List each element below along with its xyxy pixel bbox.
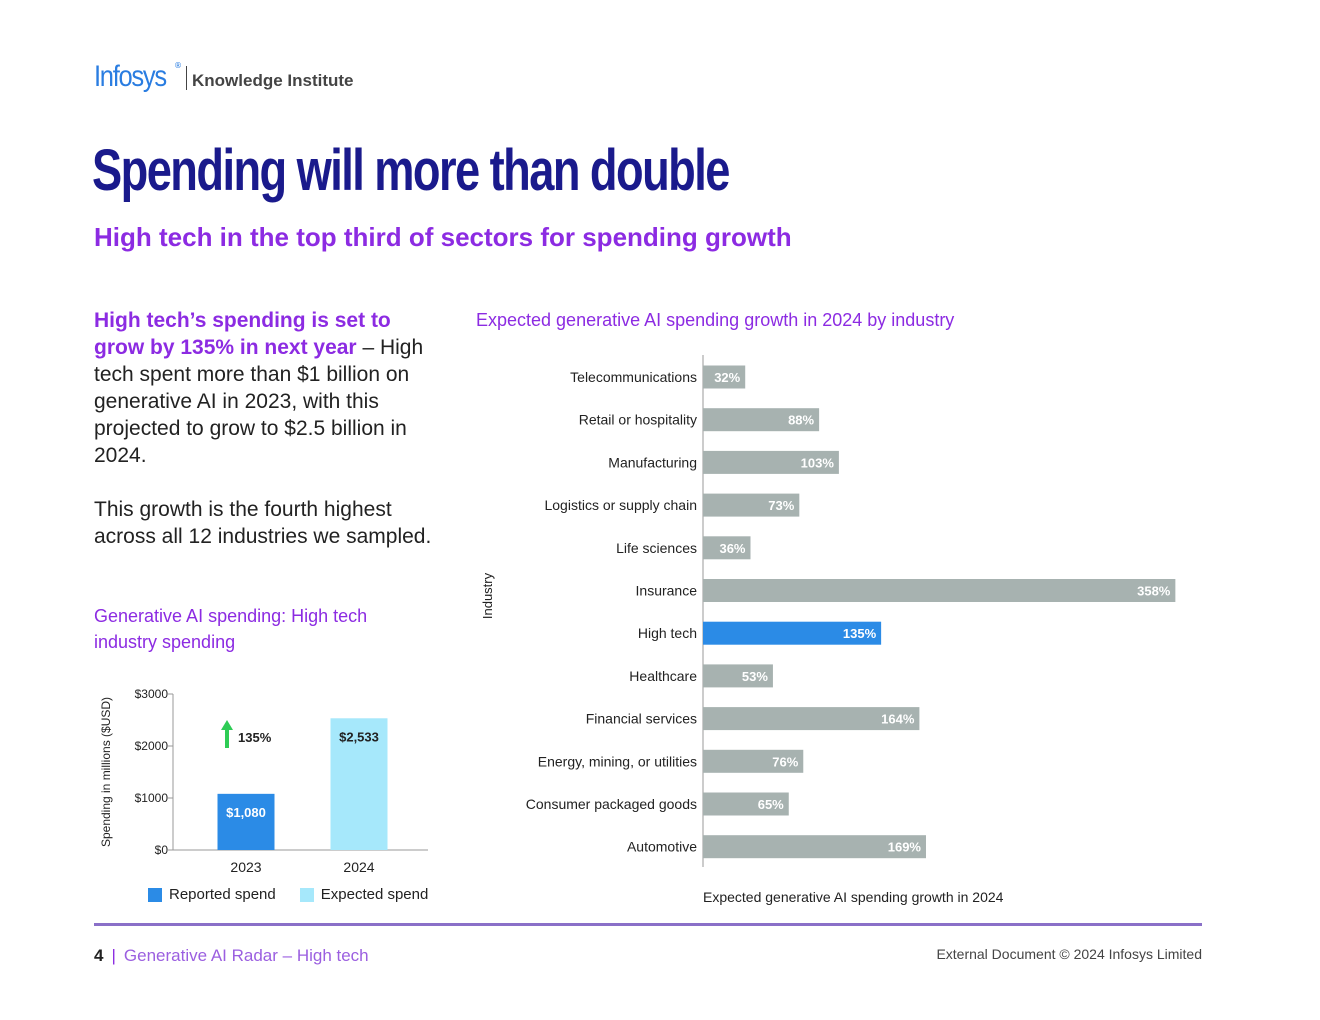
body-text: High tech’s spending is set to grow by 1… — [94, 307, 444, 577]
bar-consumer-packaged-goods — [703, 792, 789, 816]
category-label: Telecommunications — [570, 369, 697, 385]
category-label: Automotive — [627, 839, 697, 855]
category-label: Life sciences — [616, 540, 697, 556]
bar-automotive — [703, 835, 926, 859]
bar-insurance — [703, 579, 1176, 602]
y-tick-label: $0 — [155, 843, 169, 857]
footer-doc-title: Generative AI Radar – High tech — [123, 946, 369, 965]
bar-value-label: $2,533 — [339, 729, 379, 744]
x-tick-label: 2024 — [343, 859, 374, 875]
logo-institute: Knowledge Institute — [192, 71, 354, 90]
y-tick-label: $3000 — [135, 687, 169, 701]
bar-life-sciences — [703, 536, 751, 560]
footer-separator: | — [111, 946, 116, 965]
page-subtitle: High tech in the top third of sectors fo… — [94, 222, 792, 252]
footer-left: 4 | Generative AI Radar – High tech — [94, 946, 369, 966]
bar-value-label: 65% — [758, 797, 784, 812]
bar-retail-or-hospitality — [703, 408, 820, 432]
page-number: 4 — [94, 946, 104, 965]
spending-bar-chart: $0 $1000 $2000 $3000 Spending in millions ($… — [99, 687, 428, 875]
y-axis-label: Industry — [480, 572, 495, 619]
page-title: Spending will more than double — [92, 138, 730, 203]
legend-swatch-reported — [148, 887, 162, 902]
category-label: Healthcare — [629, 668, 697, 684]
y-tick-label: $1000 — [135, 791, 169, 805]
bar-logistics-or-supply-chain — [703, 493, 800, 517]
chart-legend: Reported spend Expected spend — [148, 886, 452, 903]
bar-value-label: 135% — [843, 626, 877, 641]
y-axis-label: Spending in millions ($USD) — [99, 697, 113, 847]
legend-swatch-expected — [299, 887, 314, 902]
category-label: Consumer packaged goods — [526, 796, 697, 812]
category-label: Manufacturing — [608, 454, 697, 470]
category-label: Logistics or supply chain — [544, 497, 697, 513]
right-chart-title: Expected generative AI spending growth i… — [476, 310, 955, 330]
bar-value-label: 103% — [801, 455, 835, 470]
body-paragraph-2: This growth is the fourth highest across… — [94, 498, 432, 548]
bar-2024 — [330, 718, 388, 850]
bar-telecommunications — [703, 365, 746, 389]
y-tick-label: $2000 — [135, 739, 169, 753]
bar-value-label: 36% — [719, 541, 745, 556]
bar-financial-services — [703, 707, 920, 731]
bar-high-tech — [703, 621, 882, 645]
footer-divider — [94, 923, 1202, 926]
bar-value-label: 164% — [881, 712, 915, 727]
logo-divider — [186, 66, 187, 90]
bar-value-label: 53% — [742, 669, 768, 684]
bar-energy-mining-or-utilities — [703, 749, 804, 773]
category-label: Retail or hospitality — [579, 412, 697, 428]
bar-value-label: 76% — [772, 754, 798, 769]
category-label: Insurance — [636, 583, 698, 599]
x-tick-label: 2023 — [230, 859, 261, 875]
bar-value-label: 358% — [1137, 584, 1171, 599]
infosys-logo: Infosys ® Knowledge Institute — [94, 60, 354, 94]
logo-registered-mark: ® — [174, 61, 182, 70]
body-paragraph-1: High tech’s spending is set to grow by 1… — [94, 307, 444, 469]
logo-brand: Infosys — [94, 60, 167, 93]
body-highlight: High tech’s spending is set to grow by 1… — [94, 309, 391, 359]
category-label: Energy, mining, or utilities — [538, 753, 697, 769]
footer-copyright: External Document © 2024 Infosys Limited — [936, 946, 1202, 962]
bar-healthcare — [703, 664, 773, 688]
x-axis-label: Expected generative AI spending growth i… — [703, 889, 1004, 905]
left-chart-title: Generative AI spending: High tech indust… — [94, 606, 368, 652]
bar-value-label: 88% — [788, 413, 814, 428]
bar-2023 — [217, 793, 275, 850]
growth-label: 135% — [238, 730, 272, 745]
bar-value-label: 73% — [768, 498, 794, 513]
bar-manufacturing — [703, 450, 839, 474]
growth-arrow-shaft — [225, 728, 229, 748]
legend-label-reported: Reported spend — [169, 886, 276, 903]
bar-value-label: 169% — [888, 840, 922, 855]
bar-value-label: $1,080 — [226, 805, 266, 820]
category-label: High tech — [638, 625, 697, 641]
legend-item-expected: Expected spend — [299, 886, 429, 903]
bar-value-label: 32% — [714, 370, 740, 385]
growth-arrow-icon — [221, 720, 233, 730]
legend-label-expected: Expected spend — [320, 886, 429, 903]
industry-growth-bar-chart: Industry Telecommunications 32% Retail or h… — [480, 355, 1176, 905]
category-label: Financial services — [586, 711, 697, 727]
legend-item-reported: Reported spend — [148, 886, 276, 903]
body-paragraph-1-rest: – High tech spent more than $1 billion o… — [94, 336, 424, 467]
